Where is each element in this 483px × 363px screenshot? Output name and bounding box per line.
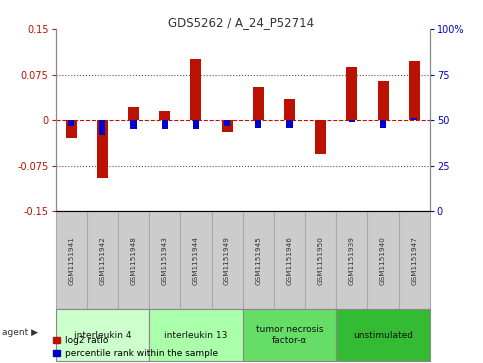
Bar <box>190 60 201 120</box>
Bar <box>149 211 180 309</box>
Bar <box>411 118 417 120</box>
Bar <box>242 309 336 361</box>
Bar <box>378 81 388 120</box>
Bar <box>130 120 137 129</box>
Text: GSM1151947: GSM1151947 <box>411 236 417 285</box>
Bar <box>398 211 430 309</box>
Text: interleukin 13: interleukin 13 <box>164 331 227 340</box>
Bar <box>180 211 212 309</box>
Legend: log2 ratio, percentile rank within the sample: log2 ratio, percentile rank within the s… <box>53 336 218 359</box>
Bar <box>336 211 368 309</box>
Bar <box>212 211 242 309</box>
Bar <box>128 107 139 120</box>
Text: GSM1151950: GSM1151950 <box>318 236 324 285</box>
Bar <box>99 120 105 135</box>
Text: GDS5262 / A_24_P52714: GDS5262 / A_24_P52714 <box>169 16 314 29</box>
Bar <box>56 211 87 309</box>
Bar <box>380 120 386 127</box>
Bar <box>284 99 295 120</box>
Bar <box>149 309 242 361</box>
Text: unstimulated: unstimulated <box>353 331 413 340</box>
Text: GSM1151940: GSM1151940 <box>380 236 386 285</box>
Text: GSM1151949: GSM1151949 <box>224 236 230 285</box>
Bar <box>118 211 149 309</box>
Bar <box>159 111 170 120</box>
Bar <box>193 120 199 129</box>
Bar <box>162 120 168 129</box>
Bar <box>349 120 355 122</box>
Text: GSM1151943: GSM1151943 <box>162 236 168 285</box>
Bar <box>409 61 420 120</box>
Bar <box>253 87 264 120</box>
Bar <box>56 309 149 361</box>
Bar <box>336 309 430 361</box>
Text: GSM1151941: GSM1151941 <box>68 236 74 285</box>
Bar <box>274 211 305 309</box>
Bar <box>255 120 261 127</box>
Bar <box>224 120 230 126</box>
Text: GSM1151945: GSM1151945 <box>256 236 261 285</box>
Text: GSM1151948: GSM1151948 <box>130 236 137 285</box>
Text: GSM1151946: GSM1151946 <box>286 236 293 285</box>
Text: tumor necrosis
factor-α: tumor necrosis factor-α <box>256 326 323 345</box>
Bar <box>68 120 74 126</box>
Bar <box>222 120 233 132</box>
Bar <box>315 120 326 154</box>
Bar <box>66 120 77 138</box>
Text: agent ▶: agent ▶ <box>2 328 39 337</box>
Bar <box>87 211 118 309</box>
Text: GSM1151944: GSM1151944 <box>193 236 199 285</box>
Text: interleukin 4: interleukin 4 <box>73 331 131 340</box>
Text: GSM1151939: GSM1151939 <box>349 236 355 285</box>
Bar <box>368 211 398 309</box>
Bar <box>286 120 293 127</box>
Bar <box>242 211 274 309</box>
Bar <box>97 120 108 178</box>
Bar <box>305 211 336 309</box>
Text: GSM1151942: GSM1151942 <box>99 236 105 285</box>
Bar <box>346 67 357 120</box>
